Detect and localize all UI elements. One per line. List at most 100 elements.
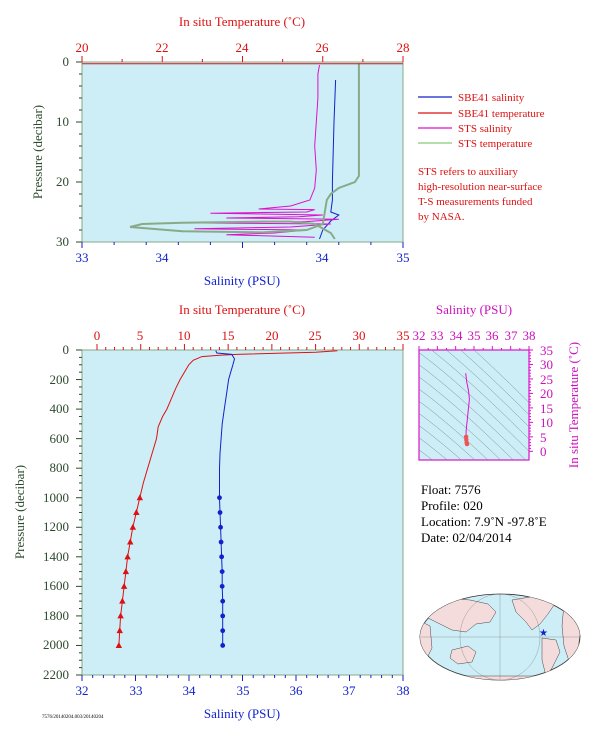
main-y-tick-label: 2000 [43, 637, 69, 652]
ts-top-tick-label: 37 [505, 328, 519, 343]
temperature-marker [119, 597, 126, 604]
main-top-tick-label: 5 [137, 328, 144, 343]
date: Date: 02/04/2014 [421, 530, 512, 545]
upper-series-sts-temperature [129, 63, 360, 240]
main-top-tick-label: 15 [222, 328, 235, 343]
ts-right-tick-label: 0 [540, 444, 547, 459]
temperature-marker [133, 509, 140, 515]
main-top-tick-label: 10 [178, 328, 191, 343]
salinity-marker [220, 628, 226, 634]
map-land-south-america [541, 637, 561, 677]
legend-label: SBE41 salinity [458, 92, 525, 104]
main-y-ticks: 0 200 400 600 800 1000 1200 1400 1600 18… [43, 342, 69, 682]
density-contour [446, 350, 529, 428]
ts-right-tick-label: 10 [540, 415, 553, 430]
density-contour [419, 425, 462, 460]
note-line: T-S measurements funded [418, 196, 533, 208]
upper-y-ticks: 0 10 20 30 [56, 54, 69, 249]
world-map: ★ [419, 593, 581, 681]
main-tick-marks [76, 344, 404, 681]
main-y-tick-label: 1200 [43, 519, 69, 534]
legend-label: SBE41 temperature [458, 108, 545, 120]
upper-top-tick-label: 20 [76, 40, 89, 55]
sts-note: STS refers to auxiliary high-resolution … [418, 166, 542, 223]
main-top-ticks: 0 5 10 15 20 25 30 35 [94, 328, 410, 343]
ts-top-tick-label: 38 [523, 328, 536, 343]
main-bottom-ticks: 32 33 34 35 36 37 38 [76, 683, 410, 698]
main-top-tick-label: 20 [266, 328, 279, 343]
ts-top-tick-label: 35 [468, 328, 481, 343]
upper-top-tick-label: 22 [156, 40, 169, 55]
main-y-tick-label: 600 [50, 431, 70, 446]
main-y-tick-label: 200 [50, 372, 70, 387]
salinity-marker [218, 539, 224, 545]
temperature-marker [127, 538, 134, 545]
upper-bottom-tick-label: 34 [156, 250, 170, 265]
upper-bottom-tick-label: 33 [76, 250, 89, 265]
salinity-marker [218, 524, 223, 530]
ts-right-ticks: 35 30 25 20 15 10 5 0 [540, 343, 553, 459]
main-top-tick-label: 35 [397, 328, 410, 343]
map-land-antarctica [423, 675, 580, 680]
main-series-temperature [118, 350, 338, 646]
main-top-tick-label: 25 [309, 328, 322, 343]
map-graticule [420, 593, 580, 681]
main-chart: In situ Temperature (˚C) Salinity (PSU) … [12, 302, 410, 721]
density-contour [473, 350, 529, 403]
upper-bottom-ticks: 33 34 34 35 [76, 250, 410, 265]
upper-bottom-axis-label: Salinity (PSU) [204, 273, 280, 288]
main-bottom-tick-label: 34 [183, 683, 197, 698]
salinity-marker [217, 495, 222, 501]
upper-bottom-tick-label: 35 [397, 250, 410, 265]
salinity-marker [220, 598, 226, 604]
main-series [115, 350, 338, 648]
ts-right-tick-label: 30 [540, 357, 553, 372]
ts-top-tick-label: 33 [431, 328, 444, 343]
upper-bottom-tick-label: 34 [316, 250, 330, 265]
map-land-australia [449, 645, 477, 665]
temperature-marker [120, 582, 128, 589]
file-id-footer: 7576/20140204.003/20140204 [42, 715, 104, 720]
upper-series [82, 63, 403, 240]
upper-y-axis-label: Pressure (decibar) [30, 105, 45, 199]
ts-tick-marks [418, 346, 533, 452]
density-contour [419, 364, 526, 460]
float-info: Float: 7576 Profile: 020 Location: 7.9˚N… [421, 482, 547, 545]
ts-top-tick-label: 34 [450, 328, 464, 343]
density-contour [419, 376, 514, 460]
main-y-tick-label: 1000 [43, 490, 69, 505]
density-contour [460, 350, 529, 416]
main-bottom-tick-label: 37 [343, 683, 357, 698]
temperature-marker [122, 568, 130, 575]
note-line: high-resolution near-surface [418, 181, 542, 193]
ts-plot-area [418, 349, 530, 461]
upper-y-tick-label: 0 [63, 54, 70, 69]
note-line: by NASA. [418, 211, 465, 223]
float-position-marker: ★ [539, 628, 548, 639]
main-bottom-tick-label: 38 [397, 683, 410, 698]
ts-top-tick-label: 32 [413, 328, 426, 343]
salinity-marker [219, 583, 225, 589]
ts-right-tick-label: 35 [540, 343, 553, 358]
ts-right-axis-label: In situ Temperature (˚C) [566, 342, 581, 468]
temperature-marker [115, 641, 123, 648]
upper-tick-marks [76, 56, 404, 248]
density-contour [431, 350, 529, 440]
main-bottom-tick-label: 33 [130, 683, 143, 698]
salinity-marker [220, 643, 226, 648]
ts-top-axis-label: Salinity (PSU) [436, 302, 512, 317]
ts-right-tick-label: 25 [540, 372, 553, 387]
ts-trace [463, 373, 470, 447]
density-contour [419, 388, 502, 460]
ts-diagram: Salinity (PSU) 32 33 34 35 36 37 38 35 3… [413, 302, 582, 468]
main-bottom-axis-label: Salinity (PSU) [204, 706, 280, 721]
upper-top-tick-label: 24 [236, 40, 250, 55]
density-contour [419, 449, 433, 460]
temperature-marker [116, 627, 123, 634]
ts-right-tick-label: 5 [540, 430, 547, 445]
upper-series-sts-salinity [178, 64, 339, 238]
upper-series-sbe41-salinity [319, 79, 340, 240]
density-contour [419, 400, 489, 460]
main-y-tick-label: 2200 [43, 667, 69, 682]
